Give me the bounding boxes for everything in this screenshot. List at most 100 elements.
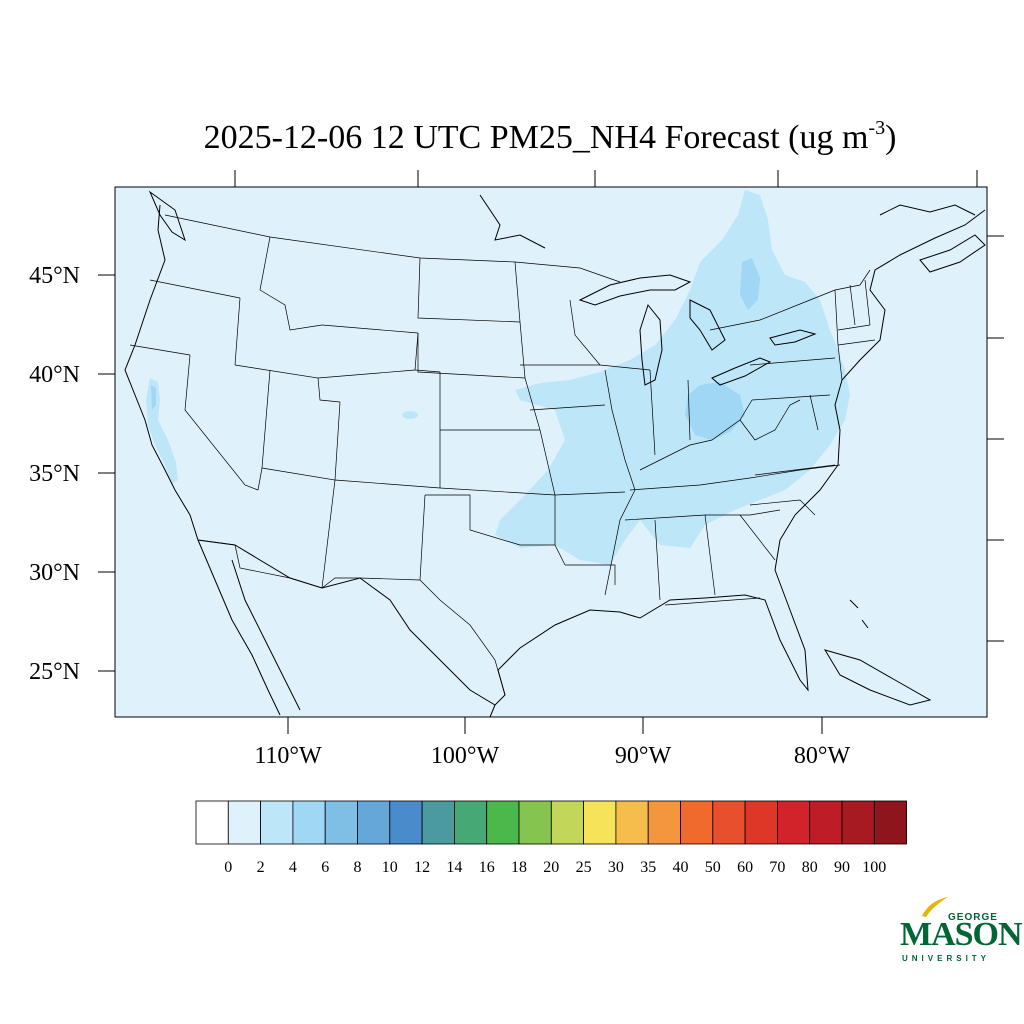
lake-michigan [639, 303, 663, 386]
colorbar [195, 800, 907, 845]
colorbar-label: 16 [479, 859, 495, 876]
colorbar-swatch [647, 800, 681, 845]
colorbar-label: 70 [769, 859, 785, 876]
border-id-mt [259, 236, 323, 331]
colorbar-swatch [453, 800, 488, 845]
gulf-of-california [231, 559, 301, 711]
border-pa-ny [749, 357, 836, 366]
latitude-labels: 45°N 40°N 35°N 30°N 25°N [29, 263, 80, 685]
axis-ticks [98, 170, 1004, 734]
colorbar-swatch [195, 800, 229, 845]
colorbar-label: 20 [543, 859, 559, 876]
colorbar-swatch [357, 800, 391, 845]
cuba [823, 649, 932, 706]
border-nc-sc [749, 499, 816, 516]
border-ms-al [654, 519, 661, 601]
title-superscript: -3 [868, 117, 885, 139]
lon-label: 90°W [615, 743, 672, 769]
border-ky-tn [629, 464, 841, 491]
lake-superior [578, 274, 692, 306]
colorbar-swatch [324, 800, 358, 845]
canada-border [164, 214, 621, 283]
colorbar-swatch [712, 800, 746, 845]
colorbar-swatch [227, 800, 262, 845]
hudson-bay-coast [479, 194, 546, 249]
colorbar-label: 80 [802, 859, 818, 876]
border-new-england [837, 279, 876, 346]
border-mt-wy [321, 324, 419, 334]
contour-colorado [402, 411, 418, 419]
colorbar-swatch [809, 800, 843, 845]
border-co-nm [334, 401, 441, 489]
colorbar-label: 50 [705, 859, 721, 876]
colorbar-label: 25 [576, 859, 592, 876]
border-al-ga [704, 514, 716, 596]
lat-label: 30°N [29, 560, 80, 586]
vancouver-island [148, 190, 186, 242]
border-mn-wi [569, 299, 601, 366]
colorbar-label: 35 [640, 859, 656, 876]
border-ks-ok [439, 487, 556, 496]
border-ar-la [565, 564, 616, 585]
border-tn-south [624, 509, 781, 521]
border-nv-ut [261, 369, 271, 469]
colorbar-swatch [583, 800, 617, 845]
nova-scotia [919, 234, 986, 273]
border-ga-fl [664, 597, 761, 606]
lat-label: 35°N [29, 461, 80, 487]
lon-label: 80°W [794, 743, 851, 769]
colorbar-label: 2 [257, 859, 265, 876]
logo-university: UNIVERSITY [902, 954, 991, 963]
border-ohio-river [639, 399, 753, 471]
contour-region-east [495, 190, 850, 565]
colorbar-label: 18 [511, 859, 527, 876]
colorbar-label: 30 [608, 859, 624, 876]
colorbar-label: 40 [673, 859, 689, 876]
border-wv [739, 399, 801, 441]
colorbar-label: 12 [414, 859, 430, 876]
colorbar-swatch [260, 800, 294, 845]
bahamas [849, 599, 869, 629]
colorbar-swatch [777, 800, 811, 845]
colorbar-label: 6 [321, 859, 329, 876]
map-background [115, 187, 987, 717]
border-nd-sd [417, 257, 521, 323]
border-il-in [649, 369, 656, 456]
border-ia-mo [529, 404, 606, 411]
colorbar-swatch [680, 800, 714, 845]
lake-ontario [769, 329, 817, 346]
map-panel [114, 186, 988, 718]
lon-label: 100°W [431, 743, 500, 769]
colorbar-labels: 0 2 4 6 8 10 12 14 16 18 20 25 30 35 40 50 60 70 80 90 100 [224, 859, 886, 876]
border-mississippi [604, 369, 636, 596]
border-ca-nv [184, 354, 259, 491]
longitude-labels: 110°W 100°W 90°W 80°W [254, 743, 850, 769]
colorbar-swatch [292, 800, 326, 845]
border-ut-north [234, 364, 341, 403]
border-in-oh [687, 379, 691, 441]
logo-swoosh-icon [922, 897, 948, 917]
border-mo-ar [554, 491, 626, 496]
border-md-de [809, 394, 819, 431]
lake-huron [689, 299, 726, 351]
colorbar-label: 100 [862, 859, 886, 876]
border-nm-tx [419, 494, 426, 581]
contour-core-michigan [740, 258, 760, 310]
newfoundland-gulf [879, 204, 976, 216]
lon-label: 110°W [254, 743, 322, 769]
colorbar-label: 60 [737, 859, 753, 876]
colorbar-swatch [615, 800, 649, 845]
lat-label: 40°N [29, 362, 80, 388]
title-close: ) [885, 119, 896, 156]
border-sd-ne [417, 333, 526, 379]
logo-george: GEORGE [948, 912, 998, 923]
concentration-contours [146, 190, 850, 565]
colorbar-swatch [389, 800, 423, 845]
border-az-ut [257, 467, 263, 491]
mexico-border [197, 539, 506, 696]
canada-border-east [709, 269, 871, 331]
lake-erie [711, 357, 772, 386]
border-or-ca [129, 344, 191, 356]
border-co-east [414, 369, 441, 488]
